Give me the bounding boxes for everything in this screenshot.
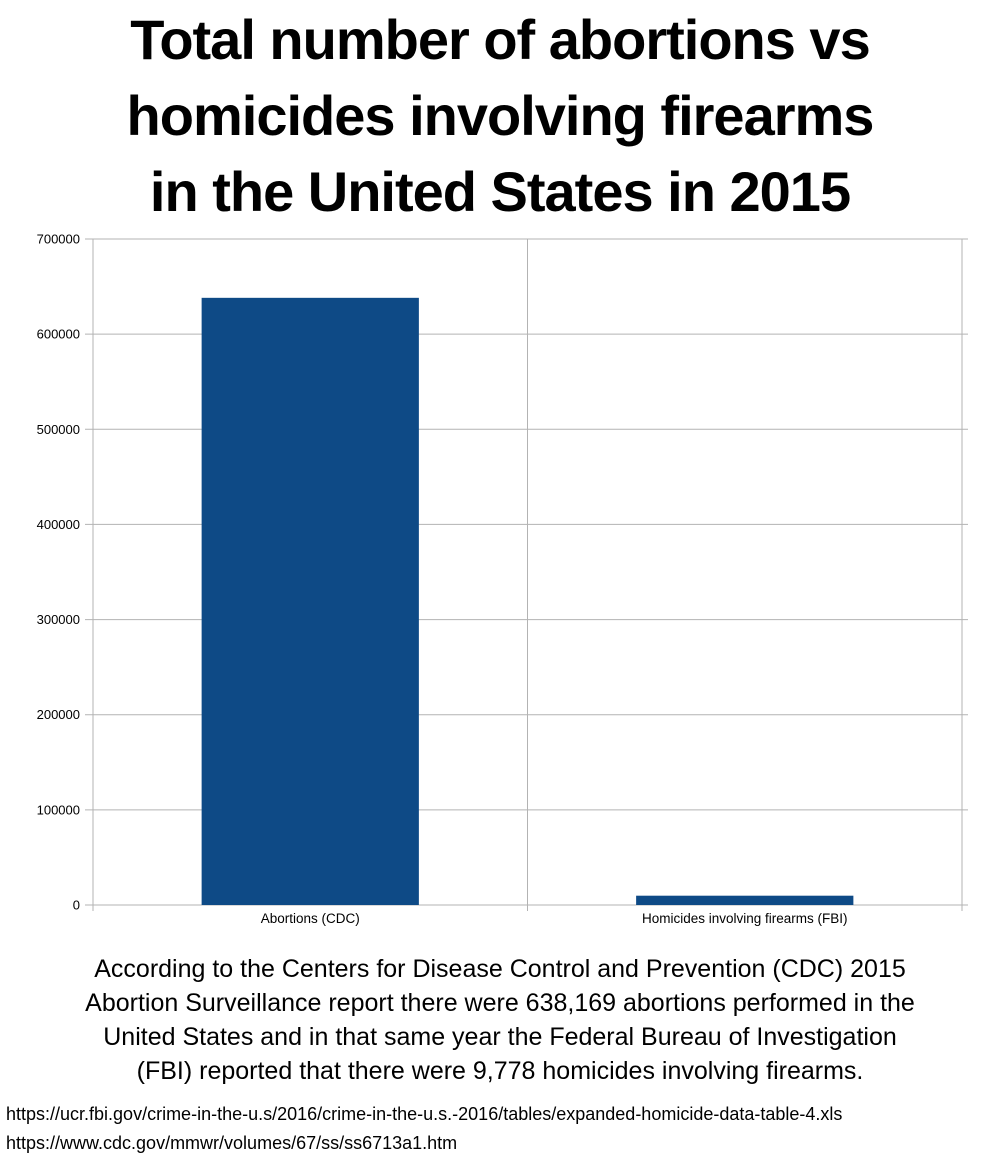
y-tick-label: 300000 bbox=[37, 612, 80, 627]
bar bbox=[636, 895, 854, 905]
category-label: Abortions (CDC) bbox=[261, 911, 360, 926]
y-tick-label: 400000 bbox=[37, 517, 80, 532]
y-tick-label: 0 bbox=[73, 898, 80, 913]
bar bbox=[201, 297, 419, 906]
y-tick-label: 600000 bbox=[37, 327, 80, 342]
y-tick-label: 700000 bbox=[37, 232, 80, 247]
bar-chart: 0 100000 200000 300000 400000 500000 600000 700… bbox=[0, 225, 1000, 947]
page-title: Total number of abortions vs homicides i… bbox=[126, 8, 875, 223]
source-links: https://ucr.fbi.gov/crime-in-the-u.s/201… bbox=[6, 1100, 996, 1158]
y-tick-label: 500000 bbox=[37, 422, 80, 437]
y-tick-label: 200000 bbox=[37, 707, 80, 722]
bar-chart-canvas: 0 100000 200000 300000 400000 500000 600000 700… bbox=[37, 232, 968, 926]
caption-text: According to the Centers for Disease Con… bbox=[85, 955, 915, 1085]
source-url-fbi: https://ucr.fbi.gov/crime-in-the-u.s/201… bbox=[6, 1104, 843, 1124]
source-url-cdc: https://www.cdc.gov/mmwr/volumes/67/ss/s… bbox=[6, 1133, 458, 1153]
category-label: Homicides involving firearms (FBI) bbox=[642, 911, 848, 926]
y-tick-label: 100000 bbox=[37, 802, 80, 817]
